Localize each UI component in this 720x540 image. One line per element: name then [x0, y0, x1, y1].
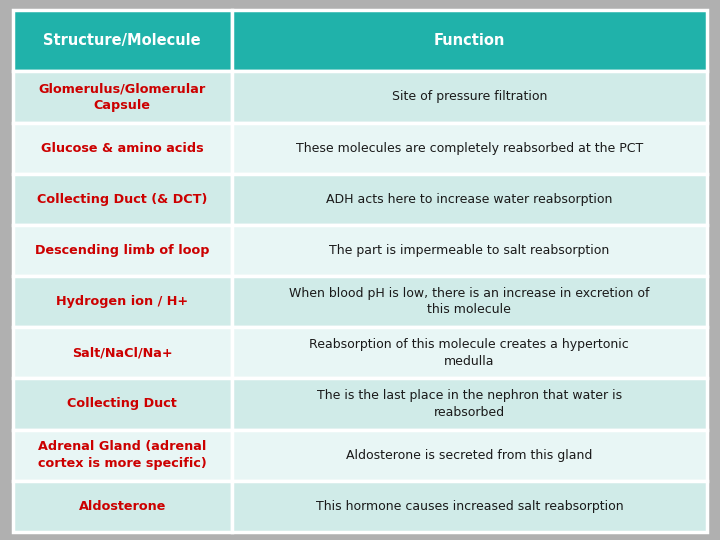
- Bar: [13, 71, 232, 123]
- Bar: [13, 429, 232, 481]
- Bar: [13, 481, 232, 532]
- Bar: [232, 225, 707, 276]
- Bar: [13, 276, 232, 327]
- Bar: [232, 379, 707, 429]
- Bar: [13, 123, 232, 174]
- Bar: [232, 10, 707, 71]
- Text: Salt/NaCl/Na+: Salt/NaCl/Na+: [72, 346, 173, 359]
- Text: Site of pressure filtration: Site of pressure filtration: [392, 90, 547, 104]
- Bar: [232, 327, 707, 379]
- Text: Collecting Duct (& DCT): Collecting Duct (& DCT): [37, 193, 207, 206]
- Bar: [13, 379, 232, 429]
- Bar: [232, 429, 707, 481]
- Bar: [232, 276, 707, 327]
- Text: Adrenal Gland (adrenal
cortex is more specific): Adrenal Gland (adrenal cortex is more sp…: [38, 441, 207, 470]
- Text: The is the last place in the nephron that water is
reabsorbed: The is the last place in the nephron tha…: [317, 389, 622, 418]
- Text: The part is impermeable to salt reabsorption: The part is impermeable to salt reabsorp…: [329, 244, 609, 257]
- Bar: [13, 327, 232, 379]
- Bar: [13, 174, 232, 225]
- Text: Aldosterone: Aldosterone: [78, 500, 166, 513]
- Text: Descending limb of loop: Descending limb of loop: [35, 244, 210, 257]
- Bar: [13, 10, 232, 71]
- Bar: [232, 174, 707, 225]
- Text: Reabsorption of this molecule creates a hypertonic
medulla: Reabsorption of this molecule creates a …: [310, 338, 629, 368]
- Text: Function: Function: [433, 33, 505, 48]
- Text: ADH acts here to increase water reabsorption: ADH acts here to increase water reabsorp…: [326, 193, 613, 206]
- Text: Structure/Molecule: Structure/Molecule: [43, 33, 201, 48]
- Text: Aldosterone is secreted from this gland: Aldosterone is secreted from this gland: [346, 449, 593, 462]
- Text: Collecting Duct: Collecting Duct: [68, 397, 177, 410]
- Text: Hydrogen ion / H+: Hydrogen ion / H+: [56, 295, 189, 308]
- Bar: [232, 71, 707, 123]
- Bar: [232, 123, 707, 174]
- Text: Glucose & amino acids: Glucose & amino acids: [41, 141, 204, 154]
- Text: These molecules are completely reabsorbed at the PCT: These molecules are completely reabsorbe…: [296, 141, 643, 154]
- Bar: [232, 481, 707, 532]
- Text: Glomerulus/Glomerular
Capsule: Glomerulus/Glomerular Capsule: [39, 82, 206, 112]
- Bar: [13, 225, 232, 276]
- Text: This hormone causes increased salt reabsorption: This hormone causes increased salt reabs…: [315, 500, 623, 513]
- Text: When blood pH is low, there is an increase in excretion of
this molecule: When blood pH is low, there is an increa…: [289, 287, 649, 316]
